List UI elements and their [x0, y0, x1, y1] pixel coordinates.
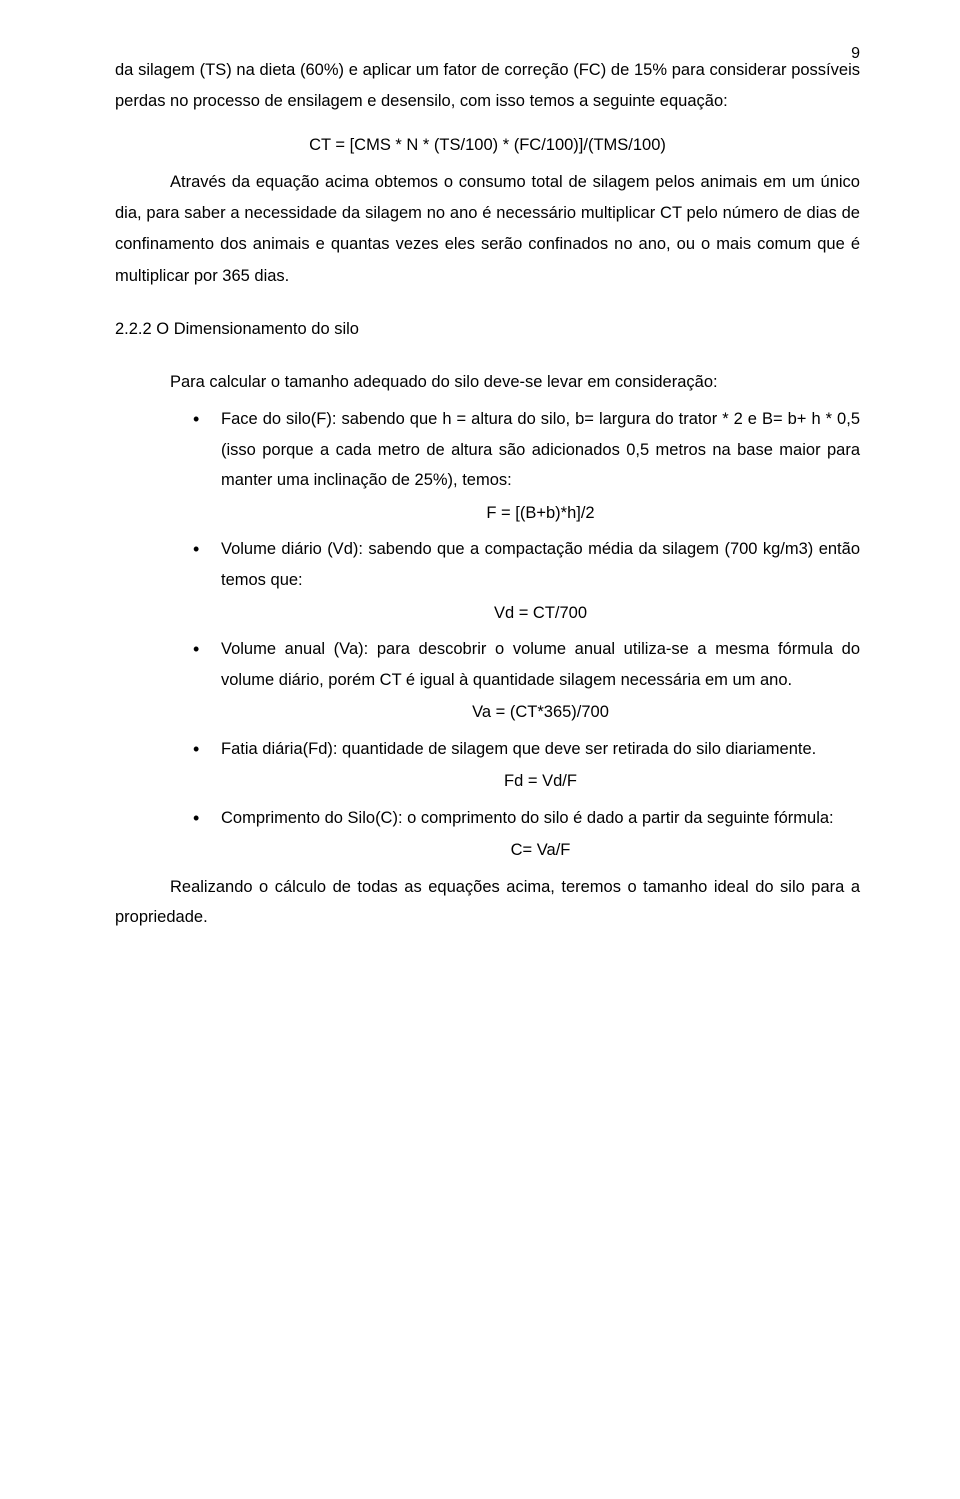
intro-sentence: Para calcular o tamanho adequado do silo… — [115, 367, 860, 398]
document-page: 9 da silagem (TS) na dieta (60%) e aplic… — [0, 0, 960, 1499]
formula-face: F = [(B+b)*h]/2 — [221, 498, 860, 529]
final-paragraph: Realizando o cálculo de todas as equaçõe… — [115, 872, 860, 933]
formula-ct: CT = [CMS * N * (TS/100) * (FC/100)]/(TM… — [115, 136, 860, 155]
list-item-text: Fatia diária(Fd): quantidade de silagem … — [221, 740, 816, 758]
list-item: Fatia diária(Fd): quantidade de silagem … — [193, 734, 860, 797]
paragraph-2: Através da equação acima obtemos o consu… — [115, 167, 860, 292]
list-item: Volume anual (Va): para descobrir o volu… — [193, 634, 860, 728]
list-item: Face do silo(F): sabendo que h = altura … — [193, 404, 860, 528]
list-item-text: Volume diário (Vd): sabendo que a compac… — [221, 540, 860, 589]
paragraph-1: da silagem (TS) na dieta (60%) e aplicar… — [115, 55, 860, 118]
formula-c: C= Va/F — [221, 835, 860, 866]
list-item: Volume diário (Vd): sabendo que a compac… — [193, 534, 860, 628]
section-heading: 2.2.2 O Dimensionamento do silo — [115, 320, 860, 339]
list-item: Comprimento do Silo(C): o comprimento do… — [193, 803, 860, 866]
list-item-text: Face do silo(F): sabendo que h = altura … — [221, 410, 860, 489]
formula-va: Va = (CT*365)/700 — [221, 697, 860, 728]
bullet-list: Face do silo(F): sabendo que h = altura … — [193, 404, 860, 865]
list-item-text: Comprimento do Silo(C): o comprimento do… — [221, 809, 834, 827]
page-number: 9 — [851, 45, 860, 63]
formula-fd: Fd = Vd/F — [221, 766, 860, 797]
formula-vd: Vd = CT/700 — [221, 598, 860, 629]
list-item-text: Volume anual (Va): para descobrir o volu… — [221, 640, 860, 689]
